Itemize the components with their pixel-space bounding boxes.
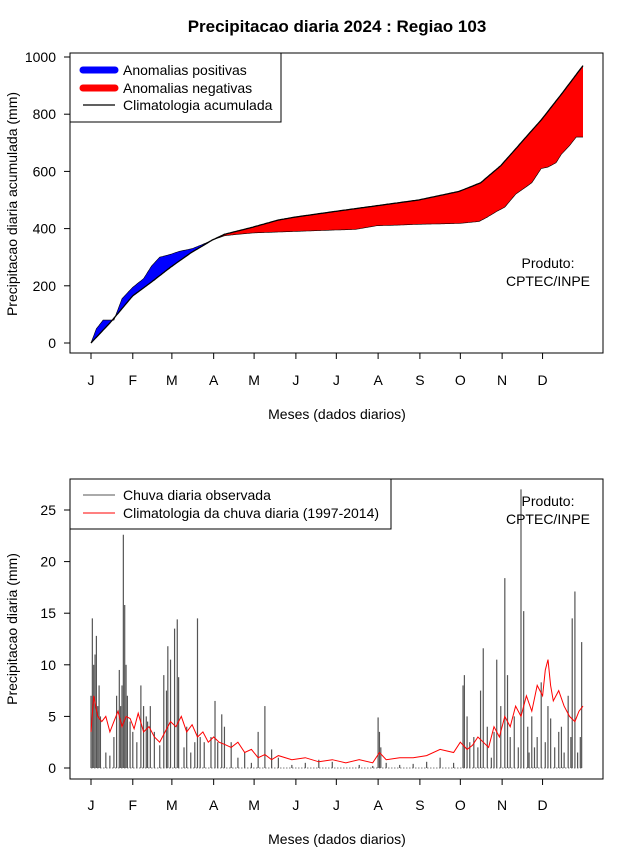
top-annotation-line1: Produto:: [522, 255, 575, 271]
x-tick-label: J: [292, 797, 299, 813]
bottom-legend-box: [69, 478, 392, 530]
x-tick-label: S: [415, 797, 424, 813]
daily-climatology-line: [90, 659, 584, 764]
bottom-panel: 0 5 10 15 20 25 J F M A M J J A S O N D Meses (dados dia…: [4, 478, 604, 847]
bottom-annotation-line2: CPTEC/INPE: [506, 511, 590, 527]
chart-title: Precipitacao diaria 2024 : Regiao 103: [188, 17, 487, 36]
legend-label-climatology: Climatologia acumulada: [123, 97, 273, 113]
x-tick-label: F: [129, 797, 138, 813]
legend-label-positive: Anomalias positivas: [123, 62, 247, 78]
x-tick-label: M: [166, 797, 178, 813]
y-tick-label: 600: [33, 163, 57, 179]
y-tick-label: 20: [40, 554, 56, 570]
bottom-y-axis-label: Precipitacao diaria (mm): [4, 553, 20, 705]
x-tick-label: A: [209, 372, 219, 388]
x-tick-label: D: [537, 797, 547, 813]
x-tick-label: S: [415, 372, 424, 388]
top-panel: 0 200 400 600 800 1000 J F M A M J J A S O N D Meses (da…: [4, 49, 604, 422]
top-legend: Anomalias positivas Anomalias negativas …: [69, 52, 282, 123]
x-tick-label: M: [166, 372, 178, 388]
y-tick-label: 15: [40, 605, 56, 621]
bottom-x-axis-label: Meses (dados diarios): [268, 831, 406, 847]
legend-label-observed: Chuva diaria observada: [123, 487, 271, 503]
top-x-axis-label: Meses (dados diarios): [268, 406, 406, 422]
bottom-plot-area: [90, 489, 584, 769]
x-tick-label: D: [537, 372, 547, 388]
top-y-axis: 0 200 400 600 800 1000: [25, 49, 70, 351]
x-tick-label: O: [455, 372, 466, 388]
y-tick-label: 0: [48, 760, 56, 776]
bottom-y-axis: 0 5 10 15 20 25: [40, 502, 70, 776]
x-tick-label: M: [248, 372, 260, 388]
negative-anomaly-area: [213, 65, 583, 240]
x-tick-label: A: [209, 797, 219, 813]
y-tick-label: 10: [40, 657, 56, 673]
y-tick-label: 400: [33, 221, 57, 237]
y-tick-label: 0: [48, 335, 56, 351]
bottom-annotation-line1: Produto:: [522, 493, 575, 509]
climatology-accumulated-line: [90, 65, 584, 344]
x-tick-label: J: [333, 372, 340, 388]
x-tick-label: N: [497, 372, 507, 388]
x-tick-label: N: [497, 797, 507, 813]
bottom-legend: Chuva diaria observada Climatologia da c…: [69, 478, 392, 530]
legend-label-clim-daily: Climatologia da chuva diaria (1997-2014): [123, 505, 379, 521]
x-tick-label: M: [248, 797, 260, 813]
legend-label-negative: Anomalias negativas: [123, 80, 252, 96]
x-tick-label: J: [88, 372, 95, 388]
top-y-axis-label: Precipitacao diaria acumulada (mm): [4, 92, 20, 316]
observed-accumulated-line: [90, 136, 583, 344]
x-tick-label: J: [333, 797, 340, 813]
x-tick-label: A: [373, 372, 383, 388]
x-tick-label: J: [88, 797, 95, 813]
y-tick-label: 1000: [25, 49, 56, 65]
y-tick-label: 5: [48, 708, 56, 724]
x-tick-label: F: [129, 372, 138, 388]
x-tick-label: A: [373, 797, 383, 813]
y-tick-label: 200: [33, 278, 57, 294]
top-plot-area: [90, 65, 584, 344]
x-tick-label: J: [292, 372, 299, 388]
y-tick-label: 25: [40, 502, 56, 518]
top-annotation-line2: CPTEC/INPE: [506, 273, 590, 289]
y-tick-label: 800: [33, 106, 57, 122]
x-tick-label: O: [455, 797, 466, 813]
